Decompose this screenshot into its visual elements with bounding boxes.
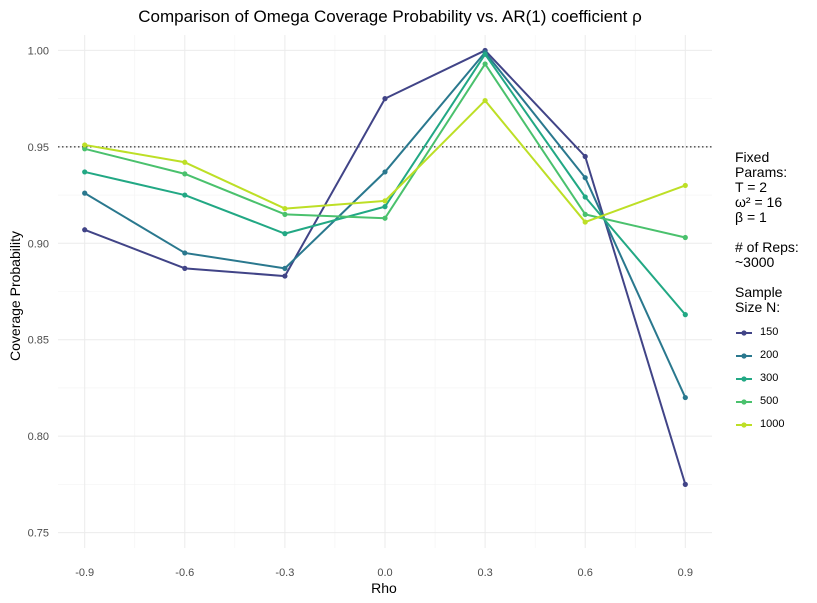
data-point	[282, 231, 288, 237]
data-point	[182, 250, 188, 256]
data-point	[182, 171, 188, 177]
data-point	[482, 61, 488, 67]
y-tick-label: 0.75	[28, 528, 49, 540]
data-point	[482, 51, 488, 57]
x-tick-label: -0.3	[275, 567, 294, 579]
data-point	[182, 192, 188, 198]
data-point	[182, 265, 188, 271]
chart-title: Comparison of Omega Coverage Probability…	[138, 7, 642, 26]
data-point	[582, 194, 588, 200]
legend-entry-200: 200	[735, 344, 799, 367]
legend-entry-1000: 1000	[735, 413, 799, 436]
data-point	[82, 169, 88, 175]
legend-key-point	[741, 421, 747, 428]
data-point	[382, 215, 388, 221]
legend-key	[736, 375, 752, 382]
y-tick-labels: 0.75 0.80 0.85 0.90 0.95 1.00	[28, 45, 49, 539]
legend-key	[736, 421, 752, 428]
data-point	[682, 182, 688, 189]
series-lines	[82, 47, 688, 487]
series-1000	[82, 97, 688, 225]
legend-key	[736, 329, 752, 336]
data-point	[482, 97, 488, 104]
legend-entry-500: 500	[735, 390, 799, 413]
x-tick-label: -0.9	[75, 567, 94, 579]
data-point	[82, 146, 88, 152]
legend-entry-150: 150	[735, 321, 799, 344]
legend-label: 200	[760, 349, 779, 361]
legend: Fixed Params: T = 2 ω² = 16 β = 1 # of R…	[735, 150, 799, 436]
data-point	[282, 265, 288, 271]
legend-key-point	[741, 329, 747, 336]
y-tick-label: 0.95	[28, 142, 49, 154]
data-point	[582, 175, 588, 181]
data-point	[582, 153, 588, 160]
data-point	[282, 273, 288, 279]
legend-key	[736, 352, 752, 359]
data-point	[282, 211, 288, 217]
y-axis-label: Coverage Probability	[7, 231, 23, 361]
y-tick-label: 1.00	[28, 45, 49, 57]
data-point	[282, 205, 288, 212]
series-300	[82, 51, 688, 318]
x-tick-label: -0.6	[175, 567, 194, 579]
data-point	[82, 190, 88, 196]
data-point	[382, 204, 388, 210]
x-tick-label: 0.0	[377, 567, 392, 579]
series-500	[82, 61, 688, 241]
legend-key-point	[741, 352, 747, 359]
data-point	[382, 96, 388, 102]
y-tick-label: 0.90	[28, 238, 49, 250]
data-point	[582, 219, 588, 225]
series-200	[82, 49, 688, 401]
legend-sample-title: Sample Size N:	[735, 284, 783, 315]
data-point	[382, 169, 388, 175]
data-point	[82, 227, 88, 233]
legend-label: 300	[760, 372, 779, 384]
data-point	[682, 234, 688, 241]
legend-label: 150	[760, 326, 779, 338]
legend-key	[736, 398, 752, 405]
x-axis-label: Rho	[371, 580, 397, 596]
data-point	[682, 394, 688, 401]
data-point	[382, 198, 388, 204]
legend-label: 1000	[760, 418, 785, 430]
data-point	[682, 481, 688, 487]
x-tick-label: 0.9	[678, 567, 693, 579]
data-point	[82, 142, 88, 148]
data-point	[582, 211, 588, 217]
legend-reps: # of Reps: ~3000	[735, 239, 799, 270]
legend-entry-300: 300	[735, 367, 799, 390]
y-tick-label: 0.80	[28, 431, 49, 443]
x-tick-labels: -0.9 -0.6 -0.3 0.0 0.3 0.6 0.9	[75, 567, 693, 579]
legend-key-point	[741, 398, 747, 405]
legend-key-point	[741, 375, 747, 382]
x-tick-label: 0.6	[578, 567, 593, 579]
data-point	[682, 312, 688, 318]
legend-label: 500	[760, 395, 779, 407]
y-tick-label: 0.85	[28, 335, 49, 347]
legend-entries: 150 200 300 500 1000	[735, 321, 799, 436]
legend-fixed-params: Fixed Params: T = 2 ω² = 16 β = 1	[735, 149, 788, 225]
x-tick-label: 0.3	[477, 567, 492, 579]
data-point	[182, 159, 188, 165]
